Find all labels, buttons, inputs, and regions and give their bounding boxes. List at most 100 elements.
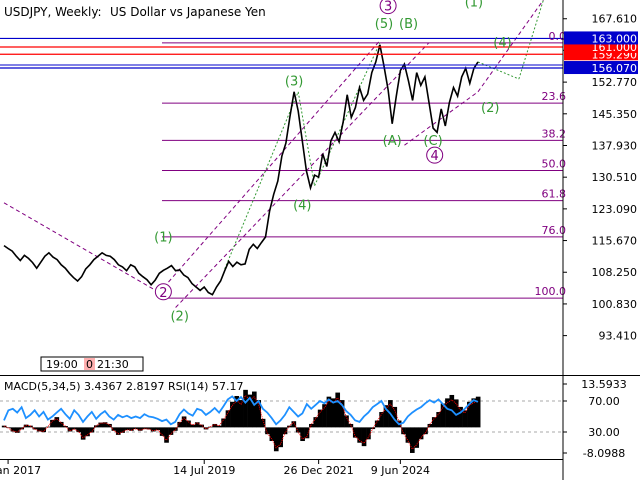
- y-tick-label: 137.930: [592, 139, 638, 152]
- macd-bar: [471, 398, 477, 428]
- macd-bar: [370, 427, 376, 430]
- price-tag-support: 156.070: [592, 62, 638, 75]
- macd-bar: [67, 427, 73, 432]
- macd-bar: [409, 427, 415, 453]
- x-tick-label: 29 Jan 2017: [0, 464, 41, 477]
- macd-bar: [273, 427, 279, 452]
- macd-signal-line: [3, 394, 479, 450]
- macd-bar: [309, 423, 314, 428]
- macd-bar: [436, 412, 441, 428]
- wave-label-green: (4): [293, 198, 311, 213]
- x-axis: 29 Jan 2017 14 Jul 2019 26 Dec 2021 9 Jun 2…: [0, 459, 430, 477]
- macd-bar: [146, 427, 152, 430]
- wave-label-green: (B): [399, 17, 418, 32]
- macd-bar: [151, 427, 156, 432]
- macd-bar: [194, 422, 200, 428]
- macd-bar: [80, 427, 86, 440]
- indicator-panel: MACD(5,34,5) 3.4367 2.8197 RSI(14) 57.17…: [0, 378, 627, 460]
- macd-bar: [72, 427, 77, 430]
- rsi-line: [3, 395, 479, 426]
- macd-bar: [291, 421, 297, 428]
- macd-bar: [216, 425, 222, 428]
- macd-bar: [256, 400, 262, 428]
- fibonacci-label: 61.8: [542, 188, 567, 201]
- macd-bar: [322, 404, 327, 428]
- macd-bar: [10, 427, 16, 432]
- macd-bar: [467, 401, 472, 428]
- wave-label-green: (3): [285, 74, 303, 89]
- price-line: [3, 44, 479, 296]
- macd-bar: [339, 400, 345, 428]
- symbol-description: US Dollar vs Japanese Yen: [110, 5, 266, 19]
- macd-bar: [168, 427, 174, 435]
- channel-line: [175, 42, 430, 308]
- macd-bar: [357, 427, 362, 443]
- fibonacci-label: 23.6: [542, 90, 567, 103]
- macd-bar: [36, 427, 42, 432]
- macd-bar: [326, 396, 332, 428]
- macd-bar: [344, 415, 349, 428]
- macd-bar: [159, 427, 165, 436]
- macd-bar: [102, 422, 108, 428]
- macd-bar: [177, 421, 183, 428]
- macd-bar: [335, 392, 341, 428]
- macd-bar: [401, 427, 406, 435]
- macd-bar: [181, 416, 187, 428]
- channel-line: [518, 0, 544, 80]
- macd-bar: [120, 427, 125, 433]
- channel-lines: [3, 0, 544, 308]
- fibonacci-labels: 0.0 23.6 38.2 50.0 61.8 76.0 100.0: [535, 30, 567, 298]
- y-tick-label: 130.510: [592, 171, 638, 184]
- macd-bar: [265, 427, 270, 435]
- wave-label-green: (5): [375, 17, 393, 32]
- macd-bar: [392, 406, 398, 428]
- macd-bar: [32, 427, 38, 430]
- price-tag-resistance-bg: [564, 31, 638, 45]
- macd-bar: [440, 403, 446, 428]
- macd-bar: [186, 420, 191, 428]
- session-box-right: 21:30: [97, 358, 129, 371]
- macd-bar: [423, 427, 428, 435]
- indicator-y-tick-label: -8.0988: [583, 447, 625, 460]
- y-tick-label: 93.410: [599, 330, 638, 343]
- fibonacci-label: 100.0: [535, 285, 567, 298]
- macd-bar: [427, 423, 433, 428]
- macd-bar: [300, 427, 305, 442]
- fibonacci-label: 50.0: [542, 157, 567, 170]
- macd-bar: [383, 405, 389, 428]
- fibonacci-label: 0.0: [549, 30, 567, 43]
- macd-bar: [190, 424, 196, 428]
- y-tick-label: 108.250: [592, 266, 638, 279]
- indicator-y-axis: 13.5933 70.00 30.00 -8.0988: [563, 378, 627, 460]
- macd-bar: [243, 389, 248, 428]
- macd-bar: [199, 424, 204, 428]
- fibonacci-lines: [162, 42, 563, 299]
- fibonacci-label: 76.0: [542, 224, 567, 237]
- macd-bar: [221, 418, 226, 428]
- macd-bar: [295, 427, 301, 433]
- x-tick-label: 9 Jun 2024: [371, 464, 430, 477]
- macd-bar: [142, 427, 147, 430]
- wave-labels: (1) (2) (3) (4) (5) (A) (B) (C) (1) (2) (4) 2 3 4: [154, 0, 512, 324]
- macd-bar: [251, 391, 257, 428]
- indicator-y-tick-label: 70.00: [588, 395, 620, 408]
- macd-bar: [361, 427, 367, 447]
- macd-bar: [234, 395, 240, 428]
- indicator-y-tick-label: 30.00: [588, 426, 620, 439]
- y-tick-label: 115.670: [592, 235, 638, 248]
- wave-label-circle: [154, 283, 172, 301]
- macd-bar: [89, 427, 95, 433]
- macd-bar: [247, 394, 253, 428]
- macd-bar: [317, 409, 323, 428]
- channel-line: [477, 0, 544, 93]
- channel-line: [477, 61, 520, 80]
- macd-bar: [111, 427, 117, 431]
- wave-label-green: (A): [383, 134, 402, 149]
- macd-bar: [212, 423, 218, 428]
- channel-line: [3, 202, 160, 293]
- macd-bar: [405, 427, 411, 443]
- macd-bar: [414, 427, 420, 448]
- macd-bar: [41, 427, 46, 433]
- macd-bar: [14, 427, 20, 433]
